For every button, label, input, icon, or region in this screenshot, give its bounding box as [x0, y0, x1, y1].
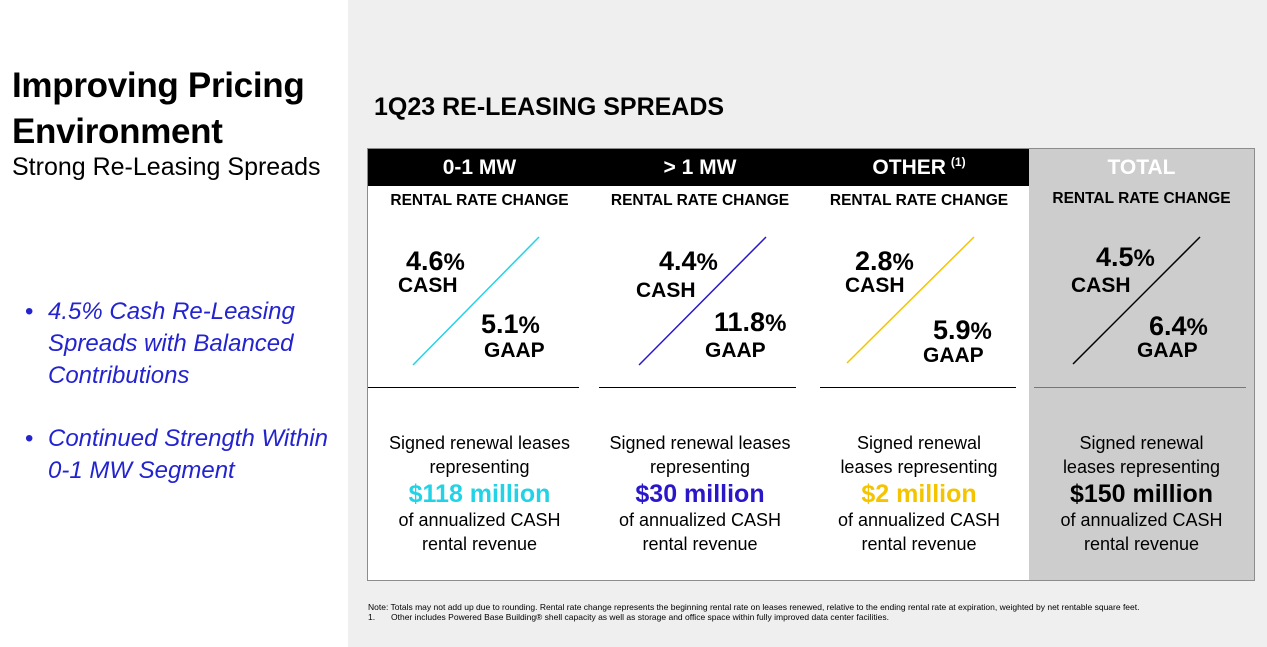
column-description: Signed renewal leases representing $2 mi… [809, 432, 1029, 556]
gaap-value: 5.1% [481, 309, 540, 339]
gaap-label: GAAP [705, 339, 766, 362]
amount-value: $30 million [635, 480, 765, 508]
diagonal-stroke [412, 236, 540, 366]
cash-value: 2.8% [855, 246, 914, 276]
amount-value: $2 million [861, 480, 977, 508]
gaap-value: 6.4% [1149, 311, 1208, 341]
gaap-value: 11.8% [714, 307, 787, 337]
bullet-item: • 4.5% Cash Re-Leasing Spreads with Bala… [25, 296, 345, 392]
column-0-1mw: 0-1 MW RENTAL RATE CHANGE 4.6% CASH 5.1%… [368, 149, 591, 580]
desc-line: of annualized CASH [618, 510, 782, 530]
section-title: 1Q23 RE-LEASING SPREADS [374, 93, 725, 121]
desc-line: Signed renewal [856, 433, 982, 453]
desc-line: of annualized CASH [398, 510, 561, 530]
column-subheader: RENTAL RATE CHANGE [390, 192, 569, 209]
bullet-text: 4.5% Cash Re-Leasing Spreads with Balanc… [48, 298, 295, 389]
desc-line: leases representing [840, 456, 998, 477]
diagonal-stroke [1072, 236, 1201, 365]
column-subheader: RENTAL RATE CHANGE [1052, 190, 1231, 207]
cash-label: CASH [845, 274, 905, 297]
diagonal-line [638, 236, 767, 366]
column-over-1mw: > 1 MW RENTAL RATE CHANGE 4.4% CASH 11.8… [591, 149, 809, 580]
column-description: Signed renewal leases representing $30 m… [591, 432, 809, 556]
column-header: 0-1 MW [368, 149, 591, 186]
diagonal-line [412, 236, 540, 366]
diagonal-stroke [638, 236, 767, 366]
bullet-item: • Continued Strength Within 0-1 MW Segme… [25, 423, 345, 487]
footnote-number: 1. [368, 612, 376, 622]
cash-label: CASH [398, 274, 458, 297]
column-separator [599, 387, 796, 388]
desc-line: Signed renewal leases [609, 433, 791, 453]
note-text: Note: Totals may not add up due to round… [368, 602, 1140, 612]
amount-value: $150 million [1069, 480, 1214, 508]
cash-value: 4.4% [659, 246, 718, 276]
column-name: > 1 MW [663, 155, 737, 179]
spreads-table: 0-1 MW RENTAL RATE CHANGE 4.6% CASH 5.1%… [367, 148, 1255, 581]
desc-line: rental revenue [861, 533, 977, 554]
desc-line: leases representing [1062, 456, 1221, 477]
column-footnote-marker: (1) [950, 154, 966, 169]
amount-value: $118 million [408, 480, 551, 508]
desc-line: Signed renewal [1079, 433, 1204, 453]
bullet-list: • 4.5% Cash Re-Leasing Spreads with Bala… [25, 296, 345, 518]
column-separator [368, 387, 579, 388]
desc-line: rental revenue [421, 533, 538, 554]
desc-line: rental revenue [1083, 533, 1200, 554]
cash-label: CASH [636, 279, 696, 302]
diagonal-stroke [846, 236, 975, 364]
bullet-icon: • [25, 298, 34, 325]
column-name: TOTAL [1107, 155, 1176, 179]
footnote-line: 1. Other includes Powered Base Building® … [368, 612, 1208, 622]
footnote-block: Note: Totals may not add up due to round… [368, 602, 1208, 622]
diagonal-line [846, 236, 975, 364]
gaap-value: 5.9% [933, 315, 992, 345]
column-name: 0-1 MW [442, 155, 517, 179]
bullet-icon: • [25, 425, 34, 452]
column-header: OTHER (1) [809, 149, 1029, 186]
desc-line: of annualized CASH [837, 510, 1001, 530]
column-name: OTHER [872, 155, 946, 179]
column-description: Signed renewal leases representing $118 … [368, 432, 591, 556]
column-header: TOTAL [1029, 149, 1254, 186]
footnote-text: Other includes Powered Base Building® sh… [391, 612, 889, 622]
desc-line: rental revenue [642, 533, 758, 554]
desc-line: of annualized CASH [1060, 510, 1223, 530]
cash-value: 4.6% [406, 246, 465, 276]
bullet-text: Continued Strength Within 0-1 MW Segment [48, 425, 328, 484]
cash-value: 4.5% [1096, 242, 1155, 272]
desc-line: representing [649, 456, 751, 477]
slide-subtitle: Strong Re-Leasing Spreads [12, 153, 321, 181]
column-subheader: RENTAL RATE CHANGE [829, 192, 1009, 209]
desc-line: representing [429, 456, 530, 477]
slide-title: Improving Pricing Environment [12, 66, 305, 151]
column-separator [1034, 387, 1246, 388]
desc-line: Signed renewal leases [388, 433, 571, 453]
column-description: Signed renewal leases representing $150 … [1029, 432, 1254, 556]
cash-label: CASH [1071, 274, 1131, 297]
column-separator [820, 387, 1016, 388]
column-subheader: RENTAL RATE CHANGE [610, 192, 790, 209]
gaap-label: GAAP [923, 344, 984, 367]
left-panel: Improving Pricing Environment Strong Re-… [0, 0, 348, 647]
gaap-label: GAAP [1137, 339, 1198, 362]
gaap-label: GAAP [484, 339, 545, 362]
column-header: > 1 MW [591, 149, 809, 186]
diagonal-line [1072, 236, 1201, 365]
column-other: OTHER (1) RENTAL RATE CHANGE 2.8% CASH 5.… [809, 149, 1029, 580]
column-total: TOTAL RENTAL RATE CHANGE 4.5% CASH 6.4% … [1029, 149, 1254, 580]
